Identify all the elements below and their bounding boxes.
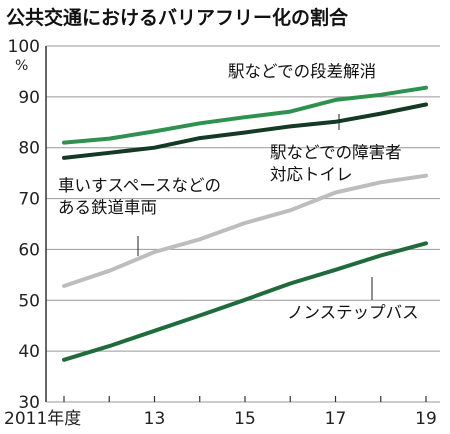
series-line-1 xyxy=(62,85,428,145)
y-tick-label: 40 xyxy=(18,342,40,362)
y-tick-label: 90 xyxy=(18,88,40,108)
y-axis-ticks: 100 90 80 70 60 50 40 30 xyxy=(8,37,40,413)
series-line-4 xyxy=(62,241,428,362)
series-label-1: 駅などでの段差解消 xyxy=(228,62,376,81)
series-label-3: 車いすスペースなどのある鉄道車両 xyxy=(58,176,221,217)
y-tick-label: 60 xyxy=(18,240,40,260)
y-tick-label: 100 xyxy=(8,37,40,57)
x-tick-label: 17 xyxy=(325,409,347,429)
chart-title: 公共交通におけるバリアフリー化の割合 xyxy=(6,6,349,29)
x-tick-label: 13 xyxy=(144,409,166,429)
y-tick-label: 70 xyxy=(18,190,40,210)
label-leaders xyxy=(137,114,373,300)
series-label-line: 対応トイレ xyxy=(270,165,353,184)
series-label-line: ノンステップバス xyxy=(287,303,419,322)
x-tick-label: 19 xyxy=(415,409,437,429)
series-label-line: ある鉄道車両 xyxy=(58,198,157,217)
series-label-4: ノンステップバス xyxy=(287,303,419,322)
series-label-2: 駅などでの障害者対応トイレ xyxy=(270,143,402,184)
y-tick-label: 80 xyxy=(18,139,40,159)
series-lines xyxy=(62,85,428,362)
series-labels: 駅などでの段差解消駅などでの障害者対応トイレ車いすスペースなどのある鉄道車両ノン… xyxy=(58,62,419,322)
series-line-2 xyxy=(62,102,428,160)
x-tick-label: 2011年度 xyxy=(4,409,81,429)
series-line-3 xyxy=(62,173,428,288)
series-label-line: 駅などでの段差解消 xyxy=(228,62,376,81)
x-axis-ticks: 2011年度 13 15 17 19 xyxy=(4,396,437,429)
y-tick-label: 50 xyxy=(18,291,40,311)
series-label-line: 駅などでの障害者 xyxy=(270,143,402,162)
series-label-line: 車いすスペースなどの xyxy=(58,176,221,195)
x-tick-label: 15 xyxy=(234,409,256,429)
y-axis-unit: % xyxy=(15,58,28,74)
y-tick-label: 30 xyxy=(18,393,40,413)
